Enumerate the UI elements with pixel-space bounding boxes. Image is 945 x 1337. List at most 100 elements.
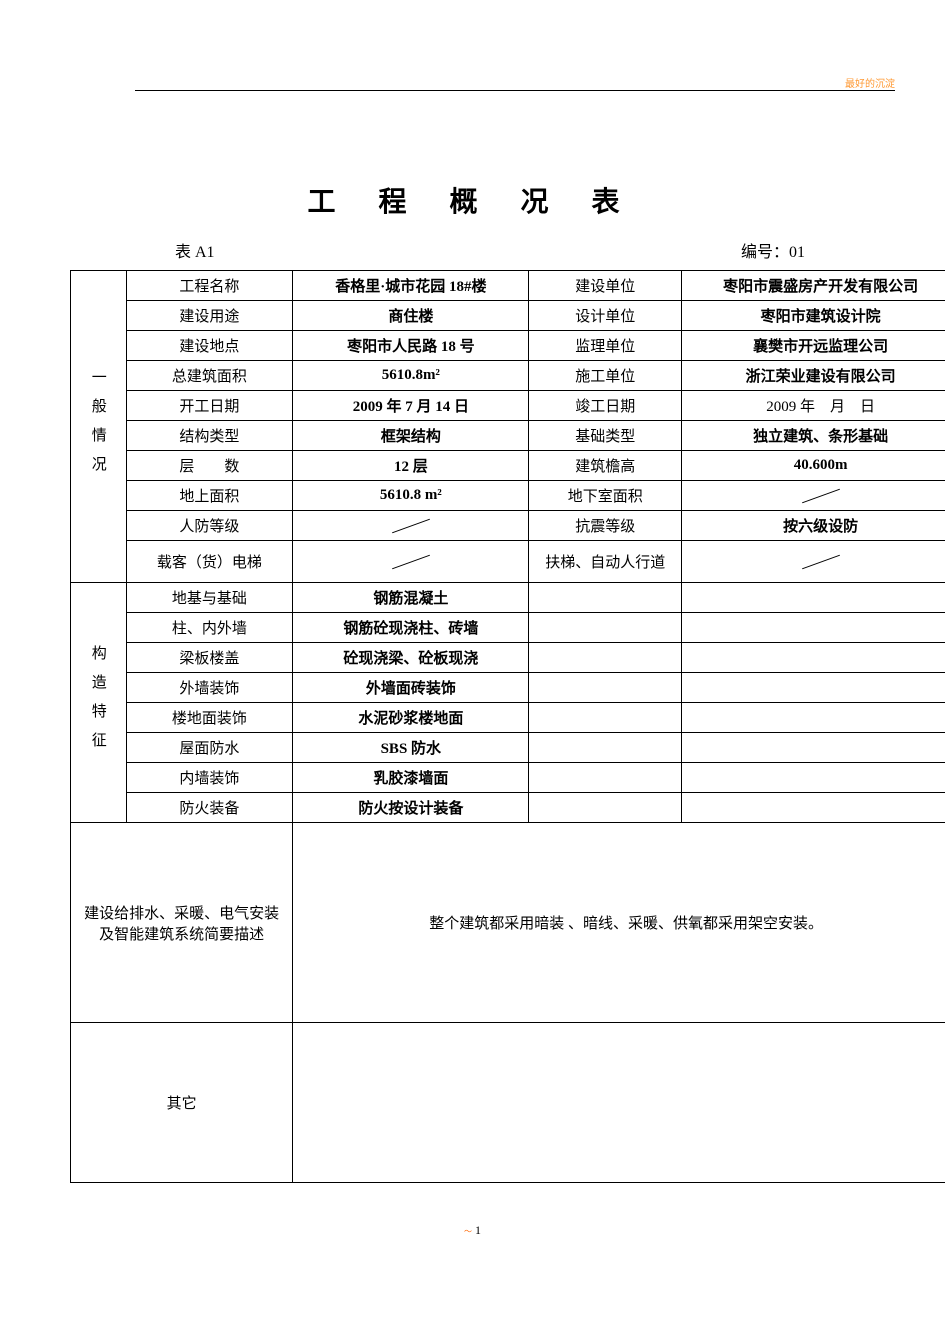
field-value: 枣阳市人民路 18 号 — [293, 331, 529, 361]
table-row: 梁板楼盖砼现浇梁、砼板现浇 — [71, 643, 945, 673]
field-value: 框架结构 — [293, 421, 529, 451]
field-value — [293, 541, 529, 583]
field-value: 5610.8 m² — [293, 481, 529, 511]
field-value: 枣阳市建筑设计院 — [682, 301, 945, 331]
field-value — [682, 763, 945, 793]
section-label-general: 一般情况 — [71, 271, 127, 583]
main-table: 一般情况工程名称香格里·城市花园 18#楼建设单位枣阳市震盛房产开发有限公司建设… — [70, 270, 945, 1183]
field-label — [529, 673, 682, 703]
table-row: 建设给排水、采暖、电气安装及智能建筑系统简要描述整个建筑都采用暗装 、暗线、采暖… — [71, 823, 945, 1023]
page-title: 工 程 概 况 表 — [40, 180, 905, 220]
field-value: 按六级设防 — [682, 511, 945, 541]
table-row: 总建筑面积5610.8m²施工单位浙江荣业建设有限公司 — [71, 361, 945, 391]
field-value: 水泥砂浆楼地面 — [293, 703, 529, 733]
field-label: 总建筑面积 — [126, 361, 293, 391]
field-label: 工程名称 — [126, 271, 293, 301]
table-row: 外墙装饰外墙面砖装饰 — [71, 673, 945, 703]
table-row: 载客（货）电梯 扶梯、自动人行道 — [71, 541, 945, 583]
field-value: 商住楼 — [293, 301, 529, 331]
field-label: 楼地面装饰 — [126, 703, 293, 733]
field-value: 独立建筑、条形基础 — [682, 421, 945, 451]
header-line — [135, 90, 895, 91]
field-value — [682, 643, 945, 673]
table-row: 防火装备防火按设计装备 — [71, 793, 945, 823]
field-label: 建设单位 — [529, 271, 682, 301]
field-value — [682, 481, 945, 511]
field-label: 设计单位 — [529, 301, 682, 331]
field-value: 2009 年 7 月 14 日 — [293, 391, 529, 421]
field-label: 外墙装饰 — [126, 673, 293, 703]
field-label — [529, 793, 682, 823]
table-row: 其它 — [71, 1023, 945, 1183]
field-label: 地下室面积 — [529, 481, 682, 511]
description-label: 建设给排水、采暖、电气安装及智能建筑系统简要描述 — [71, 823, 293, 1023]
page-number: 1 — [475, 1223, 481, 1237]
table-row: 柱、内外墙钢筋砼现浇柱、砖墙 — [71, 613, 945, 643]
field-value — [293, 511, 529, 541]
field-label: 开工日期 — [126, 391, 293, 421]
footer-mark: ～ — [464, 1227, 472, 1236]
field-label: 建筑檐高 — [529, 451, 682, 481]
table-code: 表 A1 — [175, 238, 215, 262]
field-label: 竣工日期 — [529, 391, 682, 421]
field-value: 襄樊市开远监理公司 — [682, 331, 945, 361]
table-row: 层 数12 层建筑檐高40.600m — [71, 451, 945, 481]
field-value — [682, 793, 945, 823]
table-row: 内墙装饰乳胶漆墙面 — [71, 763, 945, 793]
table-row: 一般情况工程名称香格里·城市花园 18#楼建设单位枣阳市震盛房产开发有限公司 — [71, 271, 945, 301]
field-label — [529, 613, 682, 643]
field-value: 40.600m — [682, 451, 945, 481]
field-label: 结构类型 — [126, 421, 293, 451]
field-value: 外墙面砖装饰 — [293, 673, 529, 703]
field-value: 钢筋混凝土 — [293, 583, 529, 613]
field-label: 地上面积 — [126, 481, 293, 511]
field-value — [682, 583, 945, 613]
table-row: 人防等级抗震等级按六级设防 — [71, 511, 945, 541]
subtitle-row: 表 A1 编号：01 — [175, 238, 805, 262]
field-label: 基础类型 — [529, 421, 682, 451]
field-label: 人防等级 — [126, 511, 293, 541]
field-label: 内墙装饰 — [126, 763, 293, 793]
field-label — [529, 703, 682, 733]
document-page: 最好的沉淀 工 程 概 况 表 表 A1 编号：01 一般情况工程名称香格里·城… — [0, 0, 945, 1278]
field-label: 建设地点 — [126, 331, 293, 361]
field-label: 层 数 — [126, 451, 293, 481]
field-label: 建设用途 — [126, 301, 293, 331]
field-value: SBS 防水 — [293, 733, 529, 763]
header-watermark: 最好的沉淀 — [845, 75, 895, 90]
other-content — [293, 1023, 945, 1183]
table-row: 屋面防水SBS 防水 — [71, 733, 945, 763]
field-label — [529, 733, 682, 763]
field-label — [529, 763, 682, 793]
field-value — [682, 673, 945, 703]
table-row: 建设地点枣阳市人民路 18 号监理单位襄樊市开远监理公司 — [71, 331, 945, 361]
other-label: 其它 — [71, 1023, 293, 1183]
section-label-structure: 构造特征 — [71, 583, 127, 823]
field-label: 扶梯、自动人行道 — [529, 541, 682, 583]
field-value — [682, 703, 945, 733]
field-value: 枣阳市震盛房产开发有限公司 — [682, 271, 945, 301]
field-label — [529, 643, 682, 673]
field-value — [682, 541, 945, 583]
field-label: 监理单位 — [529, 331, 682, 361]
table-row: 地上面积5610.8 m²地下室面积 — [71, 481, 945, 511]
table-row: 楼地面装饰水泥砂浆楼地面 — [71, 703, 945, 733]
field-label: 地基与基础 — [126, 583, 293, 613]
field-label: 梁板楼盖 — [126, 643, 293, 673]
field-value: 砼现浇梁、砼板现浇 — [293, 643, 529, 673]
table-row: 结构类型框架结构基础类型独立建筑、条形基础 — [71, 421, 945, 451]
page-footer: ～ 1 — [40, 1223, 905, 1238]
field-label — [529, 583, 682, 613]
table-row: 建设用途商住楼设计单位枣阳市建筑设计院 — [71, 301, 945, 331]
table-row: 构造特征地基与基础钢筋混凝土 — [71, 583, 945, 613]
field-label: 屋面防水 — [126, 733, 293, 763]
description-content: 整个建筑都采用暗装 、暗线、采暖、供氧都采用架空安装。 — [293, 823, 945, 1023]
field-label: 防火装备 — [126, 793, 293, 823]
field-value: 防火按设计装备 — [293, 793, 529, 823]
field-value: 2009 年 月 日 — [682, 391, 945, 421]
field-label: 载客（货）电梯 — [126, 541, 293, 583]
table-row: 开工日期2009 年 7 月 14 日竣工日期2009 年 月 日 — [71, 391, 945, 421]
field-value: 乳胶漆墙面 — [293, 763, 529, 793]
field-value: 香格里·城市花园 18#楼 — [293, 271, 529, 301]
field-label: 柱、内外墙 — [126, 613, 293, 643]
